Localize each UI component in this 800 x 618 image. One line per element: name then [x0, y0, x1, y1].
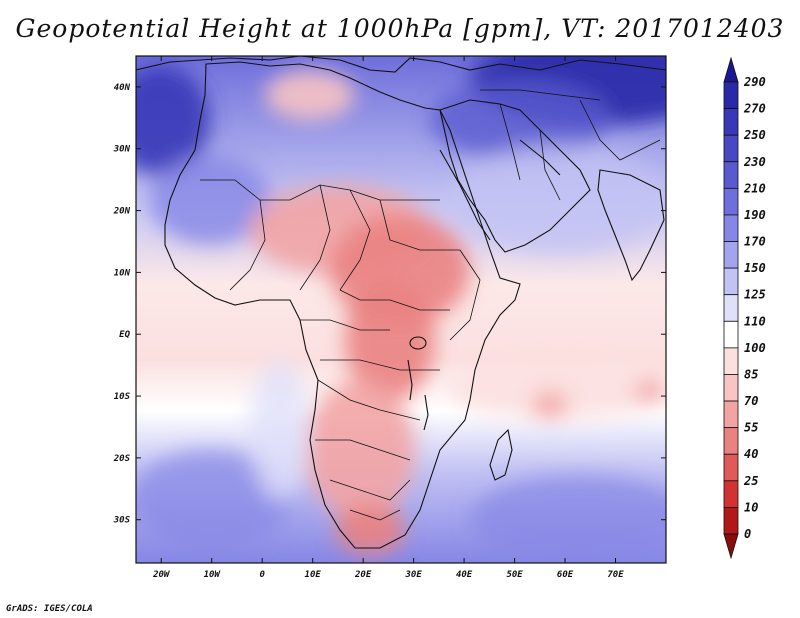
colorbar-label: 85: [744, 367, 758, 381]
colorbar-swatch: [723, 400, 739, 429]
colorbar-label: 0: [744, 527, 751, 541]
lon-tick-label: 10E: [305, 570, 322, 580]
plot-frame: [135, 55, 667, 564]
lon-tick-label: 0: [259, 570, 265, 580]
lat-tick-label: 40N: [114, 83, 131, 93]
lat-tick-label: EQ: [119, 330, 130, 340]
map-title: Geopotential Height at 1000hPa [gpm], VT…: [15, 14, 785, 43]
colorbar-swatch: [723, 108, 739, 136]
colorbar-label: 125: [744, 288, 766, 302]
lon-tick-label: 50E: [506, 570, 523, 580]
colorbar-label: 150: [744, 261, 766, 275]
colorbar-label: 290: [743, 75, 766, 89]
colorbar-label: 230: [743, 155, 766, 169]
axis-ticks: 20W 10W 0 10E 20E 30E 40E 50E 60E 70E 40N 30N 20N 10N…: [113, 56, 666, 580]
lat-tick-label: 30N: [113, 145, 131, 155]
colorbar-label: 70: [744, 394, 758, 408]
colorbar-swatch: [723, 241, 739, 269]
lat-tick-label: 20S: [113, 454, 131, 464]
colorbar-label: 40: [744, 447, 758, 461]
colorbar-swatch: [723, 507, 739, 535]
colorbar-label: 270: [743, 102, 766, 116]
lake-tanganyika: [407, 359, 413, 401]
credit-text: GrADS: IGES/COLA: [6, 604, 93, 614]
lon-tick-label: 10W: [204, 570, 222, 580]
coastlines: [136, 56, 666, 549]
lon-tick-label: 40E: [456, 570, 473, 580]
colorbar-swatch: [723, 81, 739, 109]
colorbar-label: 110: [744, 314, 766, 328]
colorbar-swatch: [723, 427, 739, 455]
lat-tick-label: 20N: [113, 207, 131, 217]
lon-tick-label: 60E: [557, 570, 574, 580]
madagascar-coastline: [489, 428, 513, 481]
africa-coastline: [164, 61, 521, 549]
field-shading: [136, 56, 666, 563]
arabia-coastline: [439, 99, 591, 253]
colorbar-label: 55: [744, 421, 758, 435]
lat-tick-label: 10N: [114, 268, 131, 278]
red-sea-line: [439, 149, 491, 241]
colorbar-label: 100: [744, 341, 766, 355]
lat-tick-label: 10S: [114, 392, 131, 402]
lat-tick-label: 30S: [113, 516, 131, 526]
colorbar-swatch: [723, 294, 739, 322]
lon-tick-label: 70E: [607, 570, 624, 580]
colorbar-bottom-arrow: [723, 533, 739, 560]
colorbar-swatch: [723, 347, 739, 375]
colorbar-swatch: [723, 374, 739, 402]
colorbar-label: 190: [744, 208, 766, 222]
colorbar-swatch: [723, 320, 739, 349]
colorbar-swatch: [723, 453, 739, 482]
colorbar-top-arrow: [723, 56, 739, 83]
colorbar-swatch: [723, 134, 739, 163]
colorbar-swatch: [723, 214, 739, 242]
colorbar-swatch: [723, 480, 739, 508]
eurasia-coastline: [136, 56, 666, 73]
country-borders: [200, 89, 661, 521]
colorbar-swatch: [723, 161, 739, 189]
colorbar: 2902702502302101901701501251101008570554…: [723, 56, 766, 560]
colorbar-label: 170: [744, 235, 766, 249]
lake-malawi: [423, 394, 429, 431]
colorbar-label: 10: [744, 500, 758, 514]
lake-victoria: [409, 336, 427, 350]
india-coastline: [597, 169, 665, 282]
lon-tick-label: 30E: [404, 570, 422, 580]
colorbar-label: 210: [743, 181, 766, 195]
persian-gulf-line: [519, 139, 561, 176]
colorbar-label: 25: [743, 474, 758, 488]
colorbar-label: 250: [743, 128, 766, 142]
colorbar-swatch: [723, 267, 739, 296]
lon-tick-label: 20E: [354, 570, 372, 580]
lon-tick-label: 20W: [152, 570, 171, 580]
colorbar-swatch: [723, 187, 739, 216]
